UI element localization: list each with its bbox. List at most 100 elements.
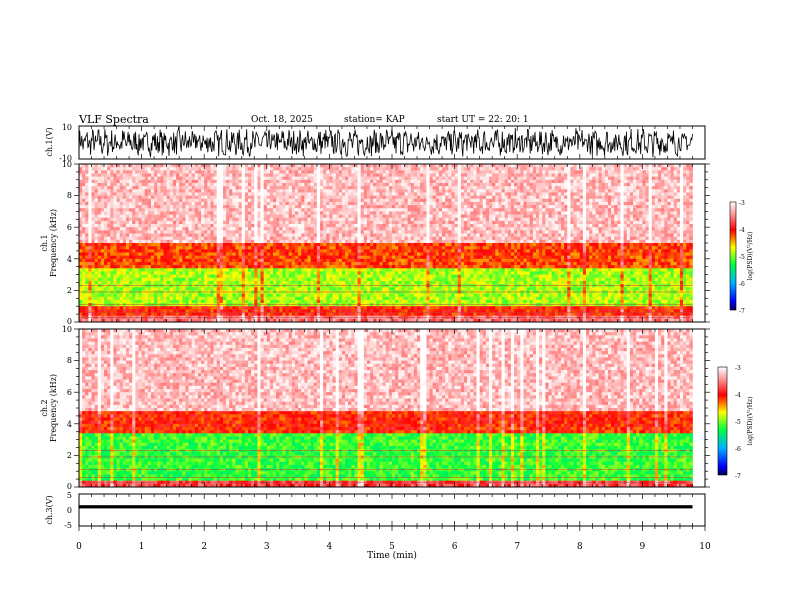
spectrogram-cell (142, 208, 145, 212)
spectrogram-cell (195, 297, 198, 301)
spectrogram-cell (123, 306, 126, 310)
spectrogram-cell (101, 205, 104, 209)
spectrogram-cell (95, 256, 98, 260)
spectrogram-cell (82, 164, 85, 168)
spectrogram-cell (207, 173, 210, 177)
spectrogram-cell (173, 230, 176, 234)
spectrogram-cell (170, 249, 173, 253)
spectrogram-cell (179, 218, 182, 222)
spectrogram-cell (110, 246, 113, 250)
spectrogram-cell (107, 243, 110, 247)
spectrogram-cell (142, 230, 145, 234)
spectrogram-cell (79, 186, 82, 190)
spectrogram-cell (132, 177, 135, 181)
spectrogram-cell (107, 246, 110, 250)
spectrogram-cell (189, 306, 192, 310)
spectrogram-cell (173, 243, 176, 247)
spectrogram-cell (154, 259, 157, 263)
spectrogram-cell (164, 186, 167, 190)
spectrogram-cell (82, 268, 85, 272)
spectrogram-cell (135, 294, 138, 298)
spectrogram-cell (148, 186, 151, 190)
spectrogram-cell (160, 196, 163, 200)
spectrogram-cell (142, 262, 145, 266)
spectrogram-cell (145, 189, 148, 193)
spectrogram-cell (198, 224, 201, 228)
spectrogram-cell (151, 189, 154, 193)
spectrogram-cell (110, 224, 113, 228)
spectrogram-cell (123, 265, 126, 269)
ch1-waveform-panel: 10 -10 ch.1(V) (45, 123, 705, 163)
spectrogram-cell (179, 313, 182, 317)
spectrogram-cell (113, 249, 116, 253)
spectrogram-cell (138, 265, 141, 269)
spectrogram-cell (170, 218, 173, 222)
spectrogram-cell (154, 300, 157, 304)
spectrogram-cell (79, 268, 82, 272)
spectrogram-cell (92, 205, 95, 209)
spectrogram-cell (79, 234, 82, 238)
spectrogram-cell (198, 183, 201, 187)
spectrogram-cell (79, 306, 82, 310)
spectrogram-cell (88, 249, 91, 253)
spectrogram-cell (201, 192, 204, 196)
spectrogram-cell (110, 230, 113, 234)
spectrogram-cell (92, 189, 95, 193)
spectrogram-cell (110, 240, 113, 244)
spectrogram-cell (189, 265, 192, 269)
spectrogram-cell (214, 252, 217, 256)
spectrogram-cell (207, 246, 210, 250)
spectrogram-cell (201, 183, 204, 187)
spectrogram-cell (160, 164, 163, 168)
spectrogram-cell (164, 183, 167, 187)
spectrogram-cell (151, 297, 154, 301)
spectrogram-cell (198, 259, 201, 263)
spectrogram-cell (182, 196, 185, 200)
spectrogram-cell (164, 294, 167, 298)
spectrogram-cell (198, 281, 201, 285)
spectrogram-cell (129, 218, 132, 222)
spectrogram-cell (129, 234, 132, 238)
spectrogram-cell (120, 246, 123, 250)
spectrogram-cell (151, 249, 154, 253)
spectrogram-cell (176, 215, 179, 219)
spectrogram-cell (123, 224, 126, 228)
spectrogram-cell (154, 196, 157, 200)
spectrogram-cell (164, 246, 167, 250)
spectrogram-cell (104, 271, 107, 275)
spectrogram-cell (195, 189, 198, 193)
spectrogram-cell (145, 300, 148, 304)
spectrogram-cell (204, 164, 207, 168)
spectrogram-cell (95, 246, 98, 250)
spectrogram-cell (179, 240, 182, 244)
spectrogram-cell (157, 237, 160, 241)
spectrogram-cell (104, 211, 107, 215)
spectrogram-cell (79, 177, 82, 181)
spectrogram-cell (154, 230, 157, 234)
spectrogram-cell (117, 192, 120, 196)
spectrogram-cell (204, 240, 207, 244)
spectrogram-cell (88, 265, 91, 269)
spectrogram-cell (101, 218, 104, 222)
spectrogram-cell (95, 268, 98, 272)
spectrogram-cell (192, 218, 195, 222)
spectrogram-cell (142, 173, 145, 177)
spectrogram-cell (167, 281, 170, 285)
spectrogram-cell (214, 199, 217, 203)
spectrogram-cell (157, 297, 160, 301)
spectrogram-cell (157, 243, 160, 247)
spectrogram-cell (167, 208, 170, 212)
spectrogram-cell (132, 243, 135, 247)
spectrogram-cell (167, 287, 170, 291)
spectrogram-cell (195, 167, 198, 171)
spectrogram-cell (204, 297, 207, 301)
spectrogram-cell (204, 313, 207, 317)
spectrogram-cell (204, 218, 207, 222)
spectrogram-cell (185, 287, 188, 291)
spectrogram-cell (145, 180, 148, 184)
spectrogram-cell (185, 313, 188, 317)
spectrogram-cell (107, 205, 110, 209)
spectrogram-cell (207, 183, 210, 187)
spectrogram-cell (92, 180, 95, 184)
spectrogram-cell (82, 297, 85, 301)
